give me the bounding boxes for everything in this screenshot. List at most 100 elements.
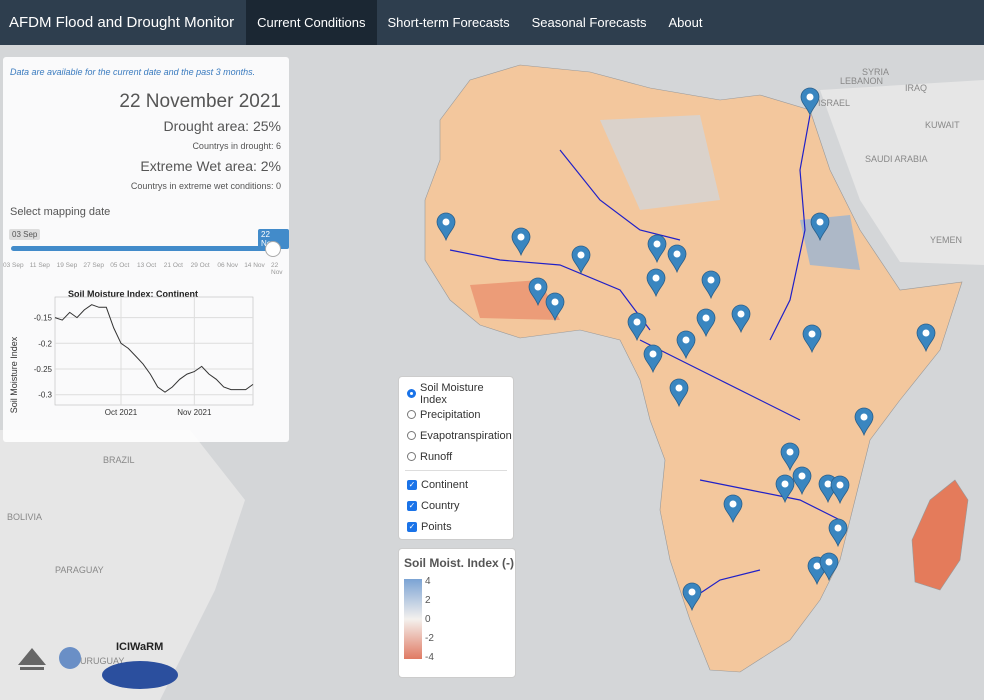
slider-tick: 27 Sep: [83, 262, 104, 269]
legend-tick: 4: [425, 576, 431, 587]
pin[interactable]: [731, 304, 751, 334]
x-tick-label: Oct 2021: [105, 408, 138, 417]
pin-dot: [737, 310, 745, 318]
pin-shape: [731, 304, 751, 334]
slider-start: 03 Sep: [9, 229, 41, 240]
pin[interactable]: [545, 292, 565, 322]
slider-tick: 06 Nov: [217, 262, 238, 269]
pin[interactable]: [810, 212, 830, 242]
pin[interactable]: [800, 87, 820, 117]
layer-check[interactable]: ✓ Continent: [399, 474, 513, 495]
radio: [407, 452, 416, 461]
pin[interactable]: [696, 308, 716, 338]
slider-tick: 05 Oct: [110, 262, 130, 269]
pin[interactable]: [854, 407, 874, 437]
pin-dot: [808, 330, 816, 338]
map-label: SAUDI ARABIA: [865, 154, 928, 164]
pin-dot: [673, 250, 681, 258]
map-label: ISRAEL: [818, 98, 850, 108]
pin[interactable]: [528, 277, 548, 307]
pin-shape: [775, 474, 795, 504]
map-label: PARAGUAY: [55, 565, 104, 575]
pin[interactable]: [780, 442, 800, 472]
pin[interactable]: [667, 244, 687, 274]
legend-tick: -4: [425, 652, 434, 663]
nav-link[interactable]: Current Conditions: [246, 0, 377, 45]
pin-shape: [810, 212, 830, 242]
layer-check[interactable]: ✓ Points: [399, 516, 513, 537]
pin-shape: [667, 244, 687, 274]
pin-dot: [675, 384, 683, 392]
legend-tick: 2: [425, 595, 431, 606]
checkbox: ✓: [407, 521, 417, 532]
pin[interactable]: [792, 466, 812, 496]
pin-dot: [825, 558, 833, 566]
pin[interactable]: [682, 582, 702, 612]
info-panel: Data are available for the current date …: [3, 57, 289, 442]
slider-handle[interactable]: [265, 241, 281, 257]
layer-option[interactable]: Runoff: [399, 446, 513, 467]
nav-link[interactable]: Short-term Forecasts: [387, 15, 510, 30]
pin-shape: [916, 323, 936, 353]
pin[interactable]: [723, 494, 743, 524]
pin[interactable]: [646, 268, 666, 298]
layer-check[interactable]: ✓ Country: [399, 495, 513, 516]
brand[interactable]: AFDM Flood and Drought Monitor: [9, 14, 235, 31]
pin[interactable]: [647, 234, 667, 264]
pin[interactable]: [511, 227, 531, 257]
pin-shape: [723, 494, 743, 524]
chart: Soil Moisture Index: Continent Soil Mois…: [9, 289, 254, 417]
pin-dot: [781, 480, 789, 488]
pin[interactable]: [669, 378, 689, 408]
pin-shape: [696, 308, 716, 338]
note: Data are available for the current date …: [10, 67, 256, 77]
slider-track[interactable]: [11, 246, 273, 251]
pin[interactable]: [643, 344, 663, 374]
pin-dot: [834, 524, 842, 532]
nav-link[interactable]: About: [668, 15, 703, 30]
pin[interactable]: [830, 475, 850, 505]
x-tick-label: Nov 2021: [177, 408, 212, 417]
layer-option[interactable]: Evapotranspiration: [399, 425, 513, 446]
pin-dot: [688, 588, 696, 596]
map-label: BOLIVIA: [7, 512, 42, 522]
nav-link[interactable]: Seasonal Forecasts: [531, 15, 647, 30]
pin-dot: [798, 472, 806, 480]
pin[interactable]: [436, 212, 456, 242]
pin[interactable]: [701, 270, 721, 300]
pin[interactable]: [676, 330, 696, 360]
pin-dot: [653, 240, 661, 248]
pin[interactable]: [571, 245, 591, 275]
y-axis-label: Soil Moisture Index: [9, 336, 19, 413]
option-label: Runoff: [420, 450, 453, 463]
wet-zone: [600, 115, 720, 210]
pin[interactable]: [802, 324, 822, 354]
y-tick-label: -0.3: [38, 391, 52, 400]
plot-area: [54, 296, 254, 406]
pin-dot: [707, 276, 715, 284]
pin-shape: [854, 407, 874, 437]
pin-shape: [802, 324, 822, 354]
slider-ticks: 03 Sep 11 Sep 19 Sep 27 Sep 05 Oct 13 Oct 21 O…: [3, 262, 283, 276]
pin[interactable]: [828, 518, 848, 548]
radio: [407, 410, 416, 419]
pin[interactable]: [819, 552, 839, 582]
pin[interactable]: [775, 474, 795, 504]
pin-shape: [646, 268, 666, 298]
ihp-logo: [59, 647, 81, 669]
map-label: LEBANON: [840, 76, 883, 86]
madagascar: [911, 479, 969, 591]
pin-dot: [551, 298, 559, 306]
station-pins: [436, 87, 936, 612]
logo-text: ICIWaRM: [116, 641, 163, 653]
legend-tick: -2: [425, 633, 434, 644]
layer-option[interactable]: Soil Moisture Index: [399, 382, 513, 406]
pin-dot: [836, 481, 844, 489]
pin-shape: [830, 475, 850, 505]
layer-option[interactable]: Precipitation: [399, 404, 513, 425]
pin[interactable]: [627, 312, 647, 342]
pin[interactable]: [916, 323, 936, 353]
slider-tick: 03 Sep: [3, 262, 24, 269]
